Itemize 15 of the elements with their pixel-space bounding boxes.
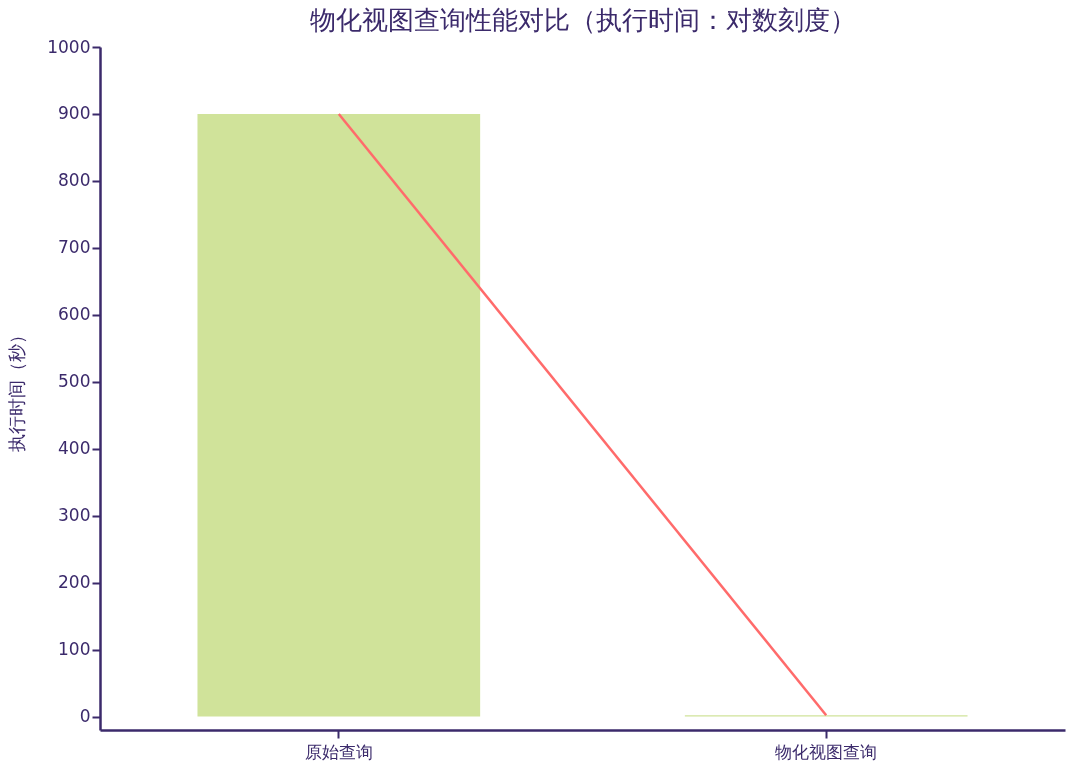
y-tick-label: 100 xyxy=(58,639,91,660)
y-tick-label: 800 xyxy=(58,170,91,191)
y-tick-label: 1000 xyxy=(47,36,91,57)
y-tick-label: 700 xyxy=(58,237,91,258)
y-tick-label: 300 xyxy=(58,505,91,526)
y-tick-label: 0 xyxy=(79,706,91,727)
x-tick-label: 原始查询 xyxy=(304,741,373,762)
y-tick-label: 200 xyxy=(58,572,91,593)
y-axis-title: 执行时间（秒） xyxy=(6,326,28,452)
chart-title: 物化视图查询性能对比（执行时间：对数刻度） xyxy=(309,5,856,35)
y-tick-label: 400 xyxy=(58,438,91,459)
y-tick-label: 600 xyxy=(58,304,91,325)
y-tick-label: 900 xyxy=(58,103,91,124)
y-tick-label: 500 xyxy=(58,371,91,392)
x-tick-label: 物化视图查询 xyxy=(775,741,878,762)
